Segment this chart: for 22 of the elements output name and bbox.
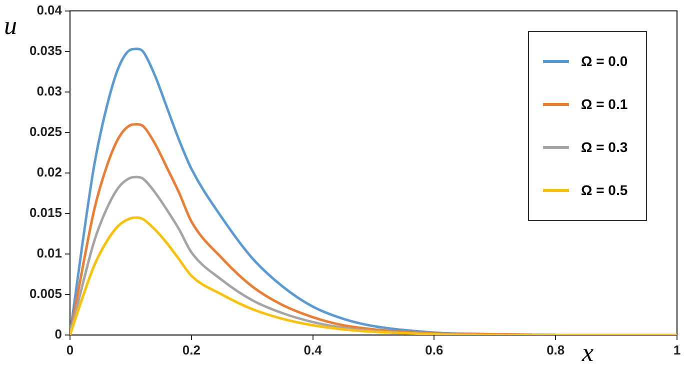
legend-label: Ω = 0.3 [581, 139, 628, 156]
y-axis-title: u [4, 10, 17, 40]
y-tick-label: 0.005 [29, 286, 62, 302]
y-tick-label: 0.03 [36, 83, 62, 98]
x-tick-label: 1 [673, 342, 681, 358]
legend-label: Ω = 0.0 [581, 53, 628, 70]
y-tick-label: 0.035 [29, 42, 62, 58]
y-tick-label: 0.015 [29, 205, 62, 220]
y-tick-label: 0.025 [29, 124, 62, 139]
y-tick-label: 0.02 [36, 164, 62, 180]
y-tick-label: 0.01 [36, 246, 62, 261]
legend-label: Ω = 0.1 [581, 96, 628, 112]
y-tick-label: 0 [54, 326, 62, 342]
legend-label: Ω = 0.5 [581, 182, 628, 198]
x-axis-title: x [582, 338, 594, 367]
y-tick-label: 0.04 [36, 2, 63, 18]
x-tick-label: 0.2 [182, 342, 200, 358]
line-series [70, 216, 677, 335]
x-tick-label: 0.8 [546, 342, 565, 358]
x-tick-label: 0.6 [425, 342, 444, 358]
x-tick-label: 0.4 [304, 342, 323, 358]
x-tick-label: 0 [66, 342, 74, 358]
